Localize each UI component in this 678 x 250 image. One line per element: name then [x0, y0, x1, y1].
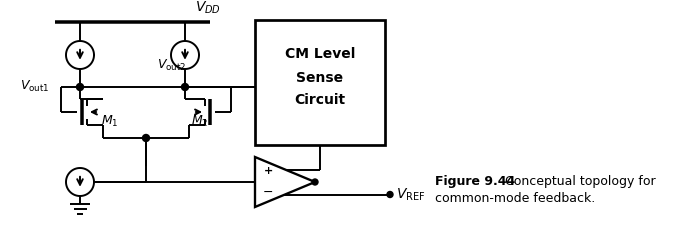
- Text: common-mode feedback.: common-mode feedback.: [435, 192, 595, 204]
- Circle shape: [312, 179, 318, 185]
- Circle shape: [142, 134, 150, 141]
- Text: CM Level: CM Level: [285, 48, 355, 62]
- Text: Circuit: Circuit: [294, 94, 346, 108]
- Circle shape: [77, 84, 83, 90]
- Text: $V_\mathrm{out1}$: $V_\mathrm{out1}$: [20, 78, 49, 94]
- Text: $V_\mathrm{out2}$: $V_\mathrm{out2}$: [157, 58, 186, 73]
- Polygon shape: [255, 157, 315, 207]
- Circle shape: [182, 84, 188, 90]
- Text: Figure 9.44: Figure 9.44: [435, 176, 515, 188]
- Text: −: −: [263, 186, 273, 199]
- Circle shape: [387, 192, 393, 198]
- Text: $M_1$: $M_1$: [101, 114, 119, 129]
- Text: $V_{DD}$: $V_{DD}$: [195, 0, 221, 16]
- Text: Conceptual topology for: Conceptual topology for: [497, 176, 656, 188]
- Text: $V_\mathrm{REF}$: $V_\mathrm{REF}$: [396, 186, 425, 203]
- Text: +: +: [264, 166, 273, 176]
- Text: $M_2$: $M_2$: [191, 114, 208, 129]
- Bar: [255, 20, 385, 145]
- Text: Sense: Sense: [296, 70, 344, 85]
